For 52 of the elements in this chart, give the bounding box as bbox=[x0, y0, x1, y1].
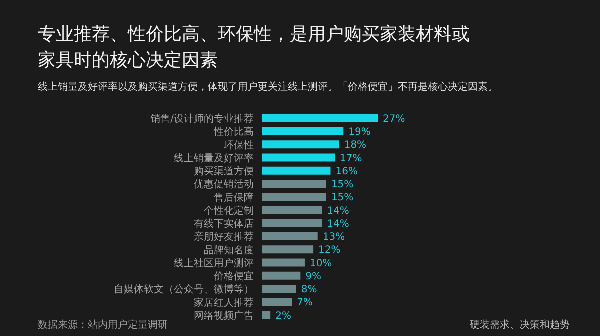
y-tick-label: 优惠促销活动 bbox=[194, 178, 254, 191]
data-label: 10% bbox=[310, 258, 332, 270]
data-label: 19% bbox=[348, 127, 371, 138]
data-label: 7% bbox=[297, 298, 313, 309]
text: 硬装需求、决策和趋势 bbox=[470, 318, 570, 332]
data-label: 15% bbox=[331, 192, 354, 204]
bar bbox=[262, 258, 305, 267]
y-tick-label: 销售/设计师的专业推荐 bbox=[150, 113, 254, 126]
bar bbox=[262, 154, 336, 162]
data-label: 17% bbox=[340, 153, 362, 164]
bar bbox=[262, 140, 340, 149]
data-label: 15% bbox=[331, 180, 354, 191]
y-tick-label: 有线下实体店 bbox=[194, 218, 254, 230]
data-label: 9% bbox=[306, 271, 322, 282]
bar bbox=[262, 311, 271, 320]
bar bbox=[262, 180, 326, 188]
y-tick-label: 自媒体软文（公众号、微博等） bbox=[114, 284, 254, 296]
y-tick-label: 售后保障 bbox=[214, 192, 254, 204]
data-label: 14% bbox=[327, 218, 350, 230]
data-label: 18% bbox=[344, 140, 367, 152]
y-tick-label: 线上销量及好评率 bbox=[174, 152, 254, 164]
y-tick-label: 性价比高 bbox=[213, 126, 254, 138]
source-note: 数据来源：站内用户定量调研 bbox=[38, 318, 168, 332]
chart-subtitle: 线上销量及好评率以及购买渠道方便，体现了用户更关注线上测评。「价格便宜」不再是核心决定因素。 bbox=[38, 80, 499, 94]
chart-title: 专业推荐、性价比高、环保性，是用户购买家装材料或家具时的核心决定因素 bbox=[38, 23, 471, 73]
data-label: 14% bbox=[327, 206, 350, 217]
y-tick-label: 环保性 bbox=[224, 139, 254, 152]
y-tick-label: 亲朋好友推荐 bbox=[194, 231, 254, 244]
y-tick-label: 价格便宜 bbox=[213, 270, 254, 283]
data-label: 13% bbox=[322, 232, 346, 244]
bar bbox=[262, 284, 296, 293]
bar bbox=[262, 298, 292, 306]
bar bbox=[262, 272, 301, 280]
y-tick-label: 家居红人推荐 bbox=[194, 296, 254, 309]
bar bbox=[262, 206, 322, 214]
bar bbox=[262, 246, 314, 254]
bar bbox=[262, 219, 322, 228]
data-label: 16% bbox=[336, 166, 358, 178]
y-tick-label: 个性化定制 bbox=[204, 204, 254, 217]
y-tick-label: 品牌知名度 bbox=[204, 244, 254, 256]
bar bbox=[262, 166, 331, 175]
bar bbox=[262, 232, 318, 240]
y-tick-label: 购买渠道方便 bbox=[194, 166, 254, 178]
data-label: 2% bbox=[276, 310, 292, 322]
data-label: 12% bbox=[318, 245, 341, 256]
y-tick-label: 网络视频广告 bbox=[194, 310, 254, 322]
y-tick-label: 线上社区用户测评 bbox=[174, 257, 254, 270]
data-label: 8% bbox=[301, 284, 318, 296]
bar bbox=[262, 114, 378, 122]
bar bbox=[262, 193, 326, 202]
bar bbox=[262, 127, 344, 136]
data-label: 27% bbox=[383, 114, 406, 125]
